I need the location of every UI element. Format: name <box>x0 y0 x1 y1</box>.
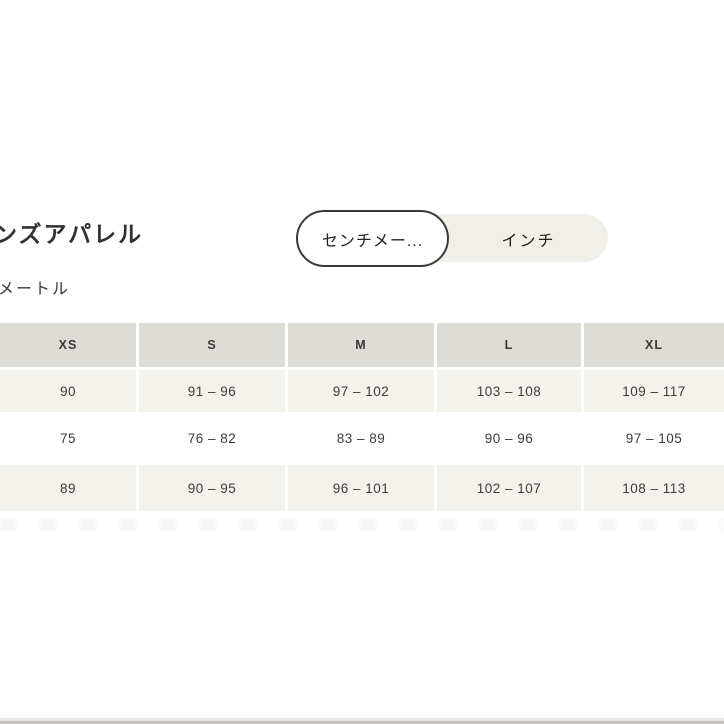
unit-label: メートル <box>0 281 71 298</box>
column-header-s: S <box>139 323 285 367</box>
unit-toggle-inches[interactable]: インチ <box>501 232 556 250</box>
table-cell: 103 – 108 <box>437 370 581 412</box>
size-table: XS S M L XL 90 91 – 96 97 – 102 103 – 10… <box>0 323 724 511</box>
table-cell: 91 – 96 <box>139 370 285 412</box>
table-cell: 83 – 89 <box>288 414 434 463</box>
table-cell: 109 – 117 <box>584 370 724 412</box>
faded-row-remnant <box>0 518 724 531</box>
table-row: 75 76 – 82 83 – 89 90 – 96 97 – 105 <box>0 414 724 463</box>
column-header-m: M <box>288 323 434 367</box>
table-cell: 89 <box>0 465 136 511</box>
unit-toggle: センチメー... インチ <box>296 210 608 267</box>
table-cell: 96 – 101 <box>288 465 434 511</box>
table-cell: 90 – 96 <box>437 414 581 463</box>
column-header-xl: XL <box>584 323 724 367</box>
table-cell: 76 – 82 <box>139 414 285 463</box>
column-header-xs: XS <box>0 323 136 367</box>
table-cell: 102 – 107 <box>437 465 581 511</box>
table-row: 89 90 – 95 96 – 101 102 – 107 108 – 113 <box>0 465 724 511</box>
table-cell: 97 – 105 <box>584 414 724 463</box>
table-header-row: XS S M L XL <box>0 323 724 367</box>
column-header-l: L <box>437 323 581 367</box>
table-cell: 75 <box>0 414 136 463</box>
page-title: ンズアパレル <box>0 221 144 247</box>
table-cell: 108 – 113 <box>584 465 724 511</box>
table-cell: 97 – 102 <box>288 370 434 412</box>
table-cell: 90 <box>0 370 136 412</box>
page-bottom-border <box>0 716 724 724</box>
unit-toggle-centimeters[interactable]: センチメー... <box>296 210 449 267</box>
table-row: 90 91 – 96 97 – 102 103 – 108 109 – 117 <box>0 370 724 412</box>
table-cell: 90 – 95 <box>139 465 285 511</box>
